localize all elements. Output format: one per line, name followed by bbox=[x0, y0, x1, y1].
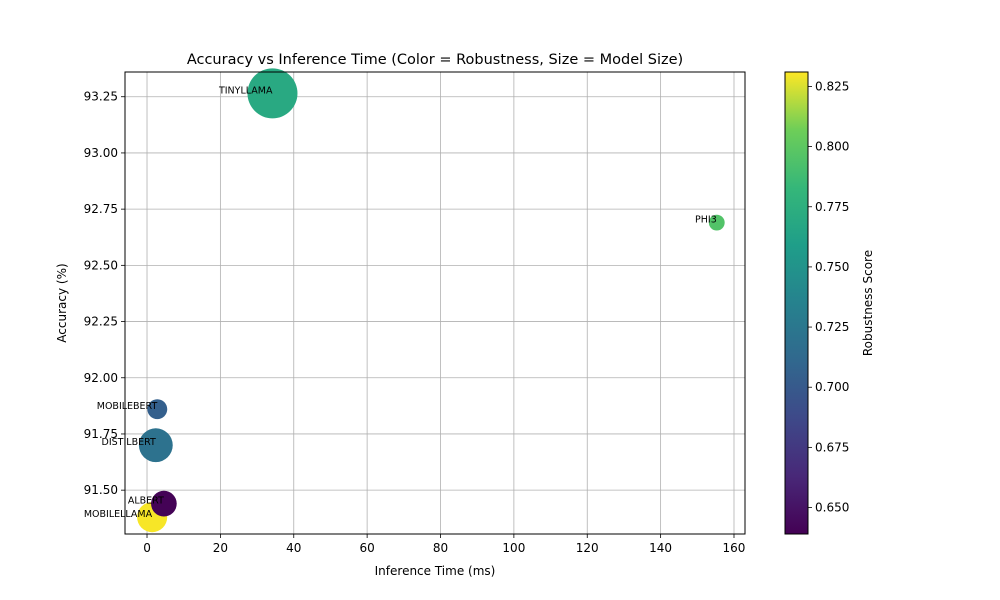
data-label: TINYLLAMA bbox=[218, 85, 273, 96]
data-label: DISTILBERT bbox=[102, 437, 156, 448]
x-tick-label: 60 bbox=[359, 541, 374, 555]
colorbar-tick-label: 0.825 bbox=[815, 79, 849, 93]
data-label: MOBILELLAMA bbox=[84, 509, 153, 520]
x-tick-label: 140 bbox=[649, 541, 672, 555]
data-label: PHI3 bbox=[695, 215, 717, 226]
x-tick-label: 100 bbox=[502, 541, 525, 555]
y-tick-label: 92.25 bbox=[84, 315, 118, 329]
x-axis-label: Inference Time (ms) bbox=[375, 564, 496, 578]
x-tick-label: 40 bbox=[286, 541, 301, 555]
y-tick-label: 93.25 bbox=[84, 90, 118, 104]
colorbar-tick-label: 0.650 bbox=[815, 501, 849, 515]
data-points bbox=[137, 68, 725, 533]
colorbar-tick-label: 0.675 bbox=[815, 440, 849, 454]
data-labels: TINYLLAMA PHI3 MOBILEBERT DISTILBERT ALBERT M… bbox=[84, 85, 717, 520]
data-point bbox=[138, 428, 173, 463]
chart-title: Accuracy vs Inference Time (Color = Robu… bbox=[187, 52, 683, 68]
x-tick-label: 0 bbox=[143, 541, 151, 555]
colorbar-tick-label: 0.725 bbox=[815, 320, 849, 334]
x-tick-label: 20 bbox=[213, 541, 228, 555]
x-axis: 0 20 40 60 80 100 120 140 160 bbox=[143, 534, 745, 555]
colorbar-label: Robustness Score bbox=[861, 250, 875, 356]
x-tick-label: 80 bbox=[433, 541, 448, 555]
y-tick-label: 92.50 bbox=[84, 258, 118, 272]
y-tick-label: 92.00 bbox=[84, 371, 118, 385]
y-tick-label: 93.00 bbox=[84, 146, 118, 160]
y-tick-label: 91.50 bbox=[84, 483, 118, 497]
y-tick-label: 92.75 bbox=[84, 202, 118, 216]
colorbar-gradient bbox=[784, 71, 809, 535]
colorbar-axis: 0.650 0.675 0.700 0.725 0.750 0.775 0.800 0.825 bbox=[808, 79, 849, 515]
x-tick-label: 120 bbox=[576, 541, 599, 555]
data-label: ALBERT bbox=[128, 496, 164, 507]
data-point bbox=[151, 490, 177, 517]
colorbar bbox=[784, 71, 809, 535]
colorbar-tick-label: 0.800 bbox=[815, 140, 849, 154]
plot-frame bbox=[124, 71, 746, 535]
colorbar-tick-label: 0.775 bbox=[815, 200, 849, 214]
data-point bbox=[708, 214, 725, 231]
y-tick-label: 91.75 bbox=[84, 427, 118, 441]
data-point bbox=[247, 68, 298, 119]
y-axis: 91.50 91.75 92.00 92.25 92.50 92.75 93.00 93.25 bbox=[84, 90, 125, 497]
colorbar-tick-label: 0.750 bbox=[815, 260, 849, 274]
grid bbox=[125, 72, 745, 534]
data-point bbox=[147, 399, 168, 420]
data-label: MOBILEBERT bbox=[97, 401, 158, 412]
x-tick-label: 160 bbox=[723, 541, 746, 555]
colorbar-tick-label: 0.700 bbox=[815, 380, 849, 394]
y-axis-label: Accuracy (%) bbox=[55, 263, 69, 342]
